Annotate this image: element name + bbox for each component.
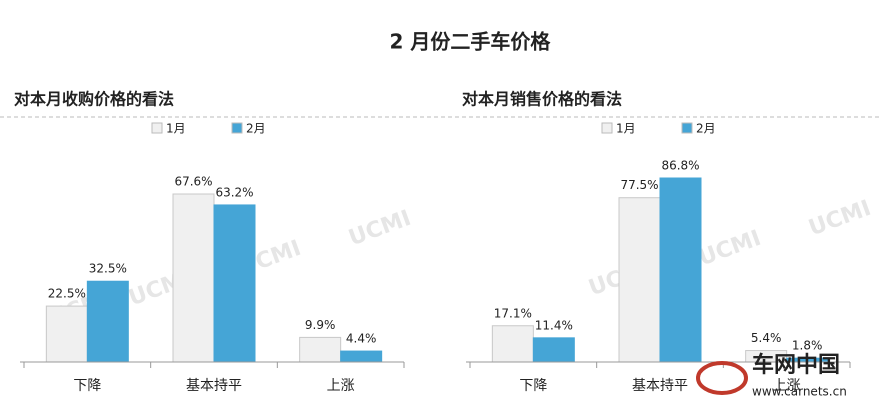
bar bbox=[659, 177, 702, 363]
value-label: 17.1% bbox=[494, 306, 532, 320]
logo-url: www.carnets.cn bbox=[752, 385, 847, 399]
value-label: 32.5% bbox=[89, 262, 127, 276]
bar bbox=[213, 204, 256, 363]
logo: 车网中国 www.carnets.cn bbox=[696, 352, 847, 399]
bar bbox=[532, 337, 575, 363]
watermark: UCMI bbox=[346, 206, 415, 251]
logo-name: 车网中国 bbox=[752, 352, 840, 378]
bar bbox=[86, 280, 129, 363]
value-label: 63.2% bbox=[215, 185, 253, 199]
x-tick-label: 上涨 bbox=[327, 378, 355, 394]
legend-swatch bbox=[681, 122, 693, 134]
page-title: 2 月份二手车价格 bbox=[390, 30, 552, 54]
value-label: 77.5% bbox=[620, 178, 658, 192]
legend-label: 1月 bbox=[616, 122, 636, 136]
legend-label: 1月 bbox=[166, 122, 186, 136]
legend-swatch bbox=[601, 122, 613, 134]
bar bbox=[618, 197, 661, 363]
bar bbox=[299, 336, 342, 363]
value-label: 1.8% bbox=[792, 339, 823, 353]
bar bbox=[340, 350, 383, 363]
legend-label: 2月 bbox=[246, 122, 266, 136]
x-tick-label: 基本持平 bbox=[186, 377, 242, 394]
value-label: 9.9% bbox=[305, 318, 336, 332]
legend-swatch bbox=[231, 122, 243, 134]
legend-swatch bbox=[151, 122, 163, 134]
bar bbox=[491, 325, 534, 363]
logo-mark bbox=[696, 361, 748, 395]
chart-title: 对本月收购价格的看法 bbox=[14, 90, 174, 109]
x-tick-label: 下降 bbox=[519, 378, 547, 394]
value-label: 86.8% bbox=[661, 159, 699, 173]
x-tick-label: 上涨 bbox=[773, 378, 801, 394]
legend-label: 2月 bbox=[696, 122, 716, 136]
x-tick-label: 下降 bbox=[73, 378, 101, 394]
value-label: 5.4% bbox=[751, 331, 782, 345]
value-label: 67.6% bbox=[174, 175, 212, 189]
watermark: UCMI bbox=[696, 226, 765, 271]
bar bbox=[45, 305, 88, 363]
chart-title: 对本月销售价格的看法 bbox=[462, 90, 622, 109]
watermarks: UCMI UCMI UCMI UCMI UCMI UCMI UCMI bbox=[46, 196, 875, 331]
value-label: 11.4% bbox=[535, 318, 573, 332]
value-label: 22.5% bbox=[48, 287, 86, 301]
watermark: UCMI bbox=[806, 196, 875, 241]
x-tick-label: 基本持平 bbox=[632, 377, 688, 394]
value-label: 4.4% bbox=[346, 332, 377, 346]
bar bbox=[172, 193, 215, 363]
